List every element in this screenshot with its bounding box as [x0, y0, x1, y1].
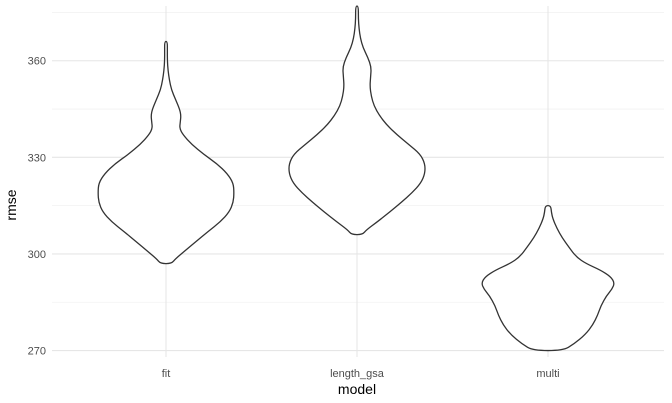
y-tick-label: 330 — [28, 152, 46, 164]
x-tick-label: fit — [162, 368, 171, 380]
violins — [97, 5, 615, 352]
x-tick-label: length_gsa — [330, 368, 385, 380]
violin-fit — [97, 40, 235, 265]
violin-length_gsa — [288, 5, 426, 236]
y-tick-label: 300 — [28, 249, 46, 261]
y-axis-ticks: 270 300 330 360 — [28, 56, 46, 358]
x-axis-title: model — [338, 381, 376, 397]
y-tick-label: 270 — [28, 346, 46, 358]
x-tick-label: multi — [536, 368, 559, 380]
violin-multi — [481, 205, 615, 352]
x-axis-ticks: fit length_gsa multi — [162, 368, 560, 380]
y-axis-title: rmse — [3, 189, 19, 220]
y-tick-label: 360 — [28, 56, 46, 68]
